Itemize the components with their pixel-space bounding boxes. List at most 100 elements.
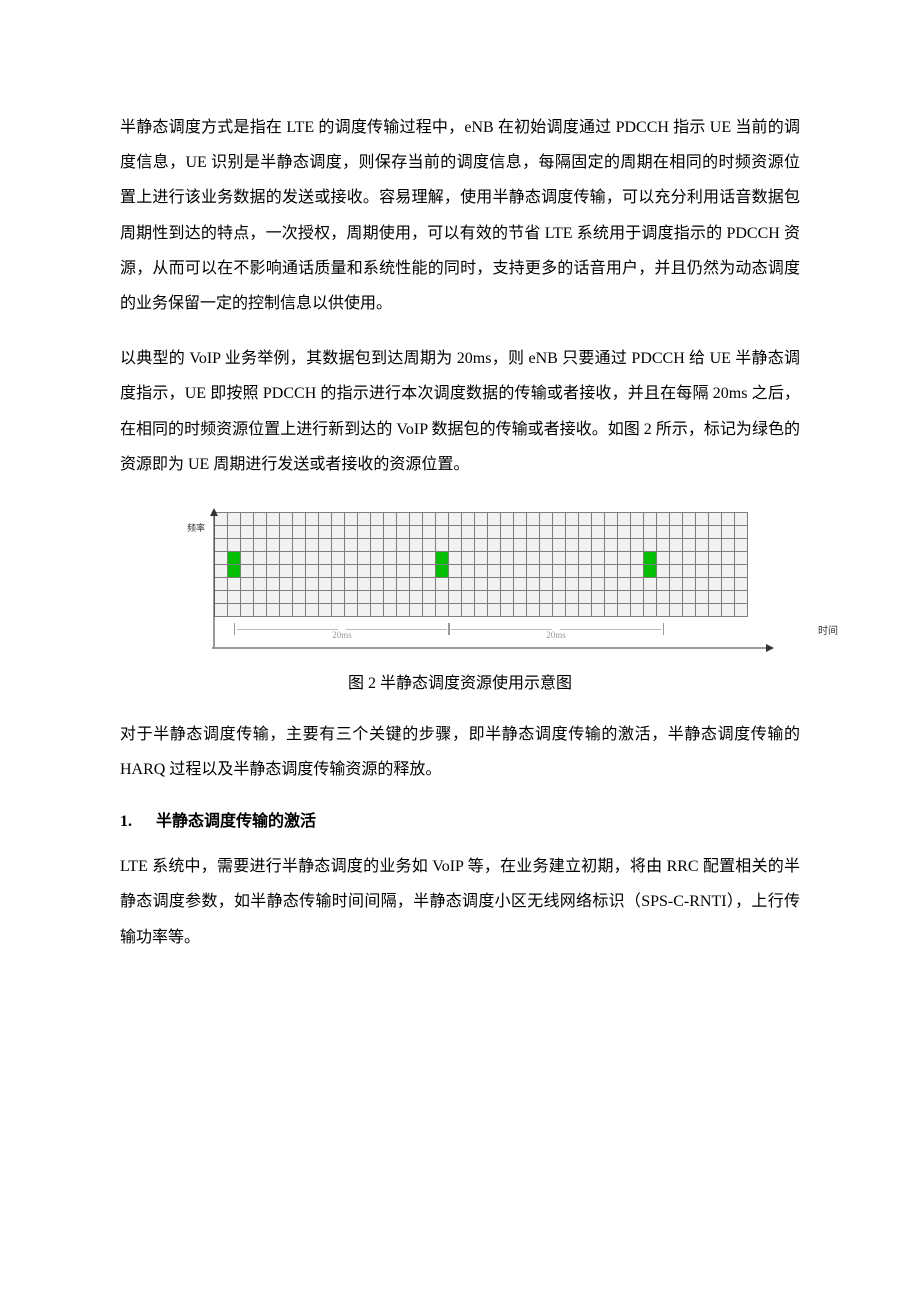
grid-cell [293, 577, 306, 590]
grid-cell [241, 603, 254, 616]
grid-cell [514, 525, 527, 538]
grid-cell [384, 551, 397, 564]
grid-cell [306, 512, 319, 525]
grid-cell [722, 512, 735, 525]
grid-cell [527, 525, 540, 538]
grid-cell [475, 603, 488, 616]
grid-cell [683, 603, 696, 616]
grid-cell [670, 512, 683, 525]
grid-cell [254, 577, 267, 590]
grid-cell [735, 564, 748, 577]
grid-cell [592, 525, 605, 538]
grid-cell [501, 538, 514, 551]
x-axis-arrow-icon [212, 642, 774, 654]
grid-cell [345, 577, 358, 590]
resource-grid [214, 512, 748, 617]
grid-cell [423, 577, 436, 590]
grid-cell [436, 577, 449, 590]
heading-number: 1. [120, 813, 156, 831]
grid-cell [709, 512, 722, 525]
grid-cell [540, 590, 553, 603]
grid-cell [566, 512, 579, 525]
grid-cell [371, 564, 384, 577]
grid-cell [293, 525, 306, 538]
grid-cell [306, 603, 319, 616]
grid-cell [657, 551, 670, 564]
grid-cell [319, 577, 332, 590]
grid-cell [319, 564, 332, 577]
grid-cell [475, 590, 488, 603]
grid-cell [631, 512, 644, 525]
grid-cell [605, 590, 618, 603]
grid-cell [644, 512, 657, 525]
grid-cell [670, 603, 683, 616]
grid-cell [735, 512, 748, 525]
grid-cell [397, 525, 410, 538]
interval-row: 20ms 20ms [214, 621, 800, 639]
grid-cell [501, 590, 514, 603]
grid-cell [293, 512, 306, 525]
paragraph-3: 对于半静态调度传输，主要有三个关键的步骤，即半静态调度传输的激活，半静态调度传输… [120, 717, 800, 787]
grid-cell [501, 512, 514, 525]
grid-cell [254, 590, 267, 603]
grid-cell [332, 564, 345, 577]
grid-cell [553, 512, 566, 525]
grid-cell [605, 564, 618, 577]
grid-cell [475, 564, 488, 577]
grid-cell [722, 551, 735, 564]
grid-cell [384, 512, 397, 525]
grid-cell [631, 603, 644, 616]
grid-cell [657, 577, 670, 590]
grid-cell [423, 590, 436, 603]
grid-cell [280, 512, 293, 525]
grid-cell [423, 512, 436, 525]
grid-cell [423, 603, 436, 616]
grid-cell [501, 551, 514, 564]
grid-cell [228, 525, 241, 538]
grid-cell [579, 551, 592, 564]
grid-cell [527, 603, 540, 616]
grid-cell [436, 564, 449, 577]
grid-cell [540, 525, 553, 538]
grid-cell [553, 538, 566, 551]
grid-cell [384, 590, 397, 603]
paragraph-1: 半静态调度方式是指在 LTE 的调度传输过程中，eNB 在初始调度通过 PDCC… [120, 110, 800, 321]
grid-cell [592, 590, 605, 603]
grid-cell [735, 551, 748, 564]
grid-cell [722, 590, 735, 603]
grid-cell [254, 603, 267, 616]
grid-cell [631, 577, 644, 590]
grid-cell [540, 603, 553, 616]
grid-cell [397, 551, 410, 564]
grid-cell [345, 512, 358, 525]
heading-text: 半静态调度传输的激活 [156, 813, 316, 830]
grid-cell [592, 603, 605, 616]
grid-cell [241, 564, 254, 577]
grid-cell [683, 590, 696, 603]
grid-cell [683, 512, 696, 525]
grid-cell [397, 603, 410, 616]
grid-cell [527, 551, 540, 564]
grid-cell [709, 603, 722, 616]
grid-cell [332, 538, 345, 551]
grid-cell [345, 564, 358, 577]
grid-cell [670, 564, 683, 577]
grid-cell [657, 603, 670, 616]
grid-cell [410, 551, 423, 564]
grid-cell [540, 564, 553, 577]
grid-cell [423, 551, 436, 564]
grid-cell [527, 512, 540, 525]
grid-cell [254, 564, 267, 577]
grid-cell [254, 512, 267, 525]
grid-cell [436, 603, 449, 616]
grid-cell [566, 564, 579, 577]
grid-cell [384, 603, 397, 616]
grid-cell [462, 551, 475, 564]
grid-cell [644, 603, 657, 616]
grid-cell [449, 525, 462, 538]
grid-cell [683, 538, 696, 551]
grid-cell [527, 577, 540, 590]
grid-cell [540, 577, 553, 590]
grid-cell [605, 512, 618, 525]
grid-cell [345, 551, 358, 564]
